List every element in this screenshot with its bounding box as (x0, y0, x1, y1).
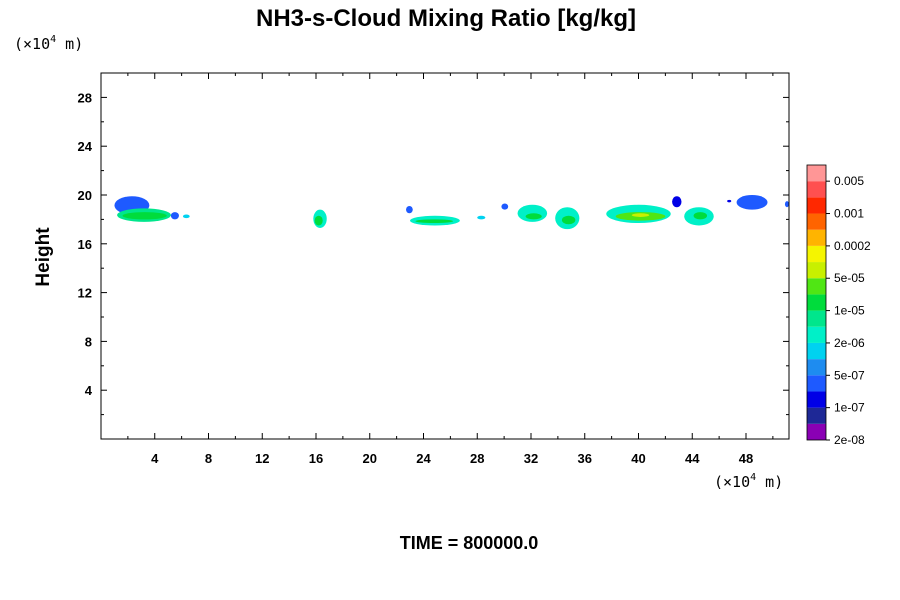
colorbar-swatch (807, 262, 826, 279)
colorbar-label: 0.0002 (834, 239, 871, 253)
x-axis-unit-prefix: (×10 (714, 473, 750, 491)
colorbar-label: 5e-07 (834, 368, 865, 382)
cloud-patch (736, 195, 768, 210)
y-axis-unit-prefix: (×10 (14, 35, 50, 53)
colorbar-swatch (807, 165, 826, 182)
y-tick-label: 24 (78, 139, 93, 154)
colorbar-swatch (807, 181, 826, 198)
colorbar-label: 5e-05 (834, 271, 865, 285)
colorbar-swatch (807, 391, 826, 408)
x-tick-label: 24 (416, 451, 431, 466)
cloud-patch (314, 215, 323, 226)
colorbar-label: 1e-07 (834, 401, 865, 415)
plot-frame (100, 72, 790, 440)
colorbar-swatch (807, 342, 826, 360)
cloud-patch (631, 213, 650, 217)
cloud-patch (561, 215, 576, 225)
cloud-patch (415, 219, 454, 224)
x-axis-unit-suffix: m) (756, 473, 783, 491)
colorbar-swatch (807, 407, 826, 424)
cloud-patch (693, 212, 708, 220)
x-tick-label: 20 (363, 451, 377, 466)
cloud-patch (406, 205, 413, 214)
colorbar-label: 1e-05 (834, 304, 865, 318)
x-tick-label: 4 (151, 451, 159, 466)
colorbar-swatch (807, 213, 826, 230)
x-tick-label: 48 (739, 451, 753, 466)
colorbar-swatch (807, 423, 826, 440)
x-tick-label: 32 (524, 451, 538, 466)
colorbar-swatch (807, 359, 826, 376)
colorbar-swatch (807, 294, 826, 311)
colorbar-frame (806, 164, 827, 441)
cloud-patch (784, 201, 789, 208)
x-tick-label: 12 (255, 451, 269, 466)
colorbar-swatch (807, 197, 826, 214)
colorbar-swatch (807, 375, 826, 392)
x-tick-label: 16 (309, 451, 323, 466)
colorbar: 0.005 0.001 0.0002 5e-05 1e-05 2e-06 5e-07 1e-0… (806, 164, 871, 447)
chart-title: NH3-s-Cloud Mixing Ratio [kg/kg] (256, 5, 636, 32)
time-label: TIME = 800000.0 (400, 533, 539, 553)
colorbar-swatch (807, 310, 826, 327)
colorbar-swatch (807, 278, 826, 295)
y-tick-label: 4 (85, 383, 93, 398)
cloud-patch (170, 212, 179, 220)
x-tick-label: 8 (205, 451, 212, 466)
y-tick-label: 20 (78, 188, 92, 203)
y-axis-unit: (×104 m) (14, 34, 83, 53)
x-axis-unit: (×104 m) (714, 472, 783, 491)
cloud-patch (182, 214, 190, 219)
y-axis-unit-suffix: m) (56, 35, 83, 53)
y-axis-label: Height (33, 227, 54, 287)
cloud-patch (727, 199, 732, 203)
cloud-patch (525, 213, 542, 220)
y-axis-ticks: 4 8 12 16 20 24 28 (78, 90, 789, 416)
colorbar-label: 2e-06 (834, 336, 865, 350)
x-tick-label: 40 (631, 451, 645, 466)
x-tick-label: 44 (685, 451, 700, 466)
cloud-patch (672, 196, 682, 208)
y-tick-label: 12 (78, 286, 92, 301)
cloud-patch (477, 215, 486, 220)
y-tick-label: 8 (85, 334, 92, 349)
x-axis-unit-exponent: 4 (750, 472, 756, 483)
plot-data (114, 195, 789, 230)
y-tick-label: 28 (78, 90, 92, 105)
x-tick-label: 28 (470, 451, 484, 466)
colorbar-swatch (807, 326, 826, 343)
colorbar-label: 0.001 (834, 207, 864, 221)
cloud-patch (122, 212, 167, 220)
x-axis-ticks: 4 8 12 16 20 24 28 32 36 40 44 48 (127, 73, 774, 466)
cloud-patch (501, 203, 509, 210)
y-axis-unit-exponent: 4 (50, 34, 56, 45)
colorbar-swatch (807, 245, 826, 263)
colorbar-label: 0.005 (834, 174, 864, 188)
y-tick-label: 16 (78, 237, 92, 252)
colorbar-label: 2e-08 (834, 433, 865, 447)
x-tick-label: 36 (578, 451, 592, 466)
colorbar-swatch (807, 229, 826, 246)
